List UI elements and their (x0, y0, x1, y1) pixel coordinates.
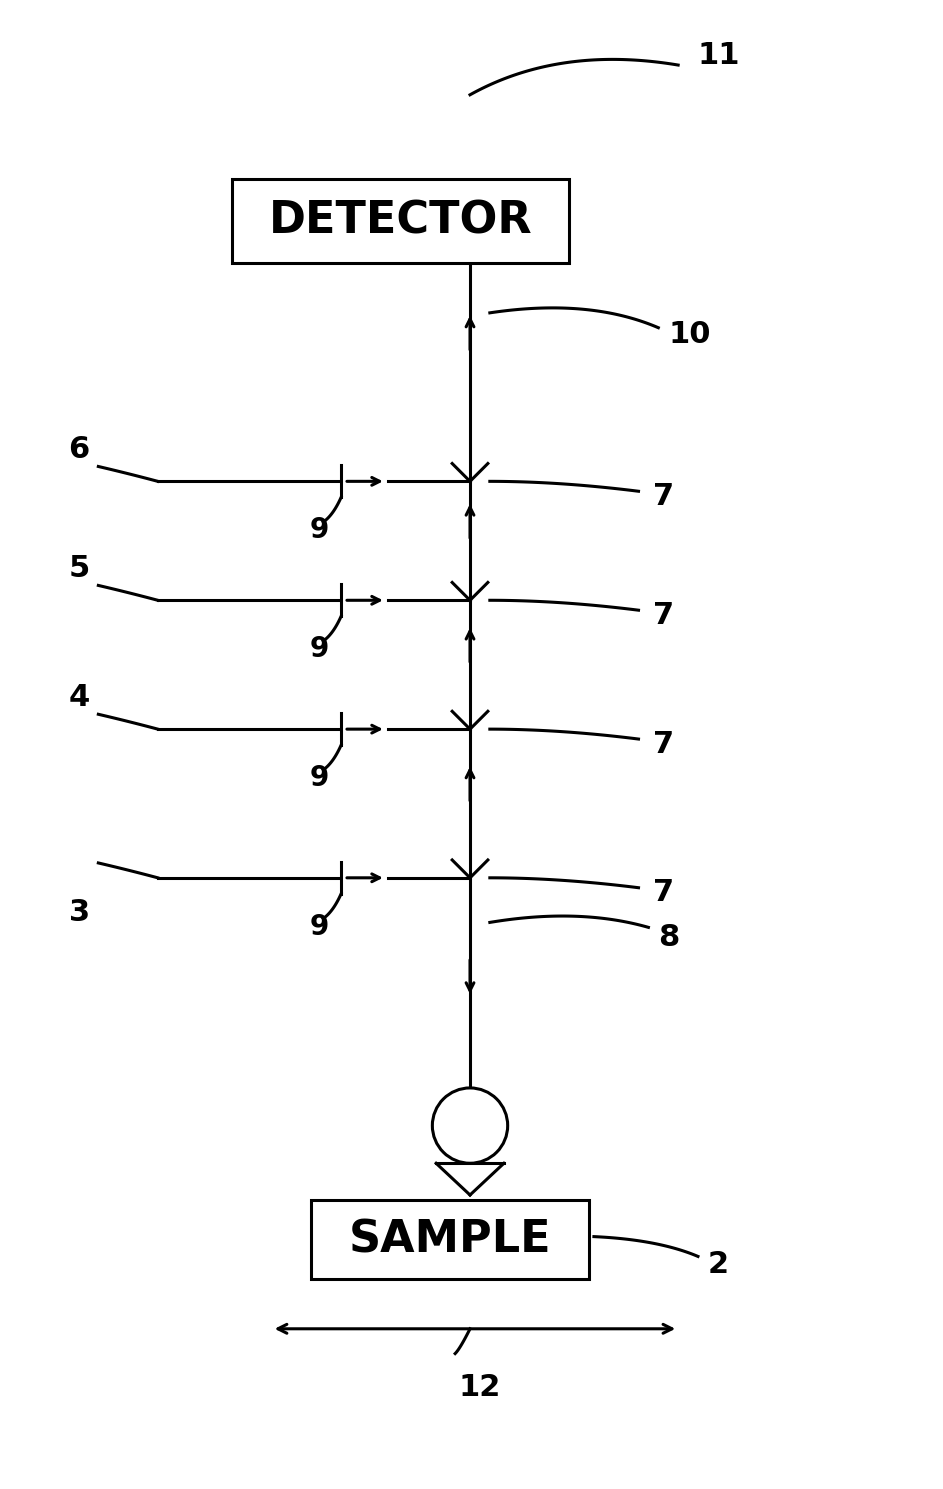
Text: 9: 9 (309, 634, 329, 663)
Text: 5: 5 (69, 554, 90, 584)
FancyBboxPatch shape (311, 1200, 589, 1279)
Text: 9: 9 (309, 517, 329, 543)
Text: 10: 10 (669, 320, 711, 348)
Text: 9: 9 (309, 913, 329, 941)
Text: 2: 2 (708, 1249, 729, 1279)
Text: 7: 7 (653, 600, 674, 630)
Text: 4: 4 (69, 683, 90, 712)
Text: SAMPLE: SAMPLE (349, 1218, 552, 1261)
Text: 3: 3 (69, 898, 90, 928)
Text: 7: 7 (653, 879, 674, 907)
Text: 7: 7 (653, 730, 674, 758)
Text: DETECTOR: DETECTOR (269, 200, 533, 243)
Text: 6: 6 (69, 435, 90, 465)
FancyBboxPatch shape (232, 179, 570, 264)
Text: 12: 12 (458, 1373, 501, 1403)
Text: 8: 8 (658, 923, 680, 951)
Text: 7: 7 (653, 482, 674, 511)
Text: 9: 9 (309, 764, 329, 792)
Text: 11: 11 (698, 40, 740, 70)
Circle shape (432, 1088, 507, 1163)
